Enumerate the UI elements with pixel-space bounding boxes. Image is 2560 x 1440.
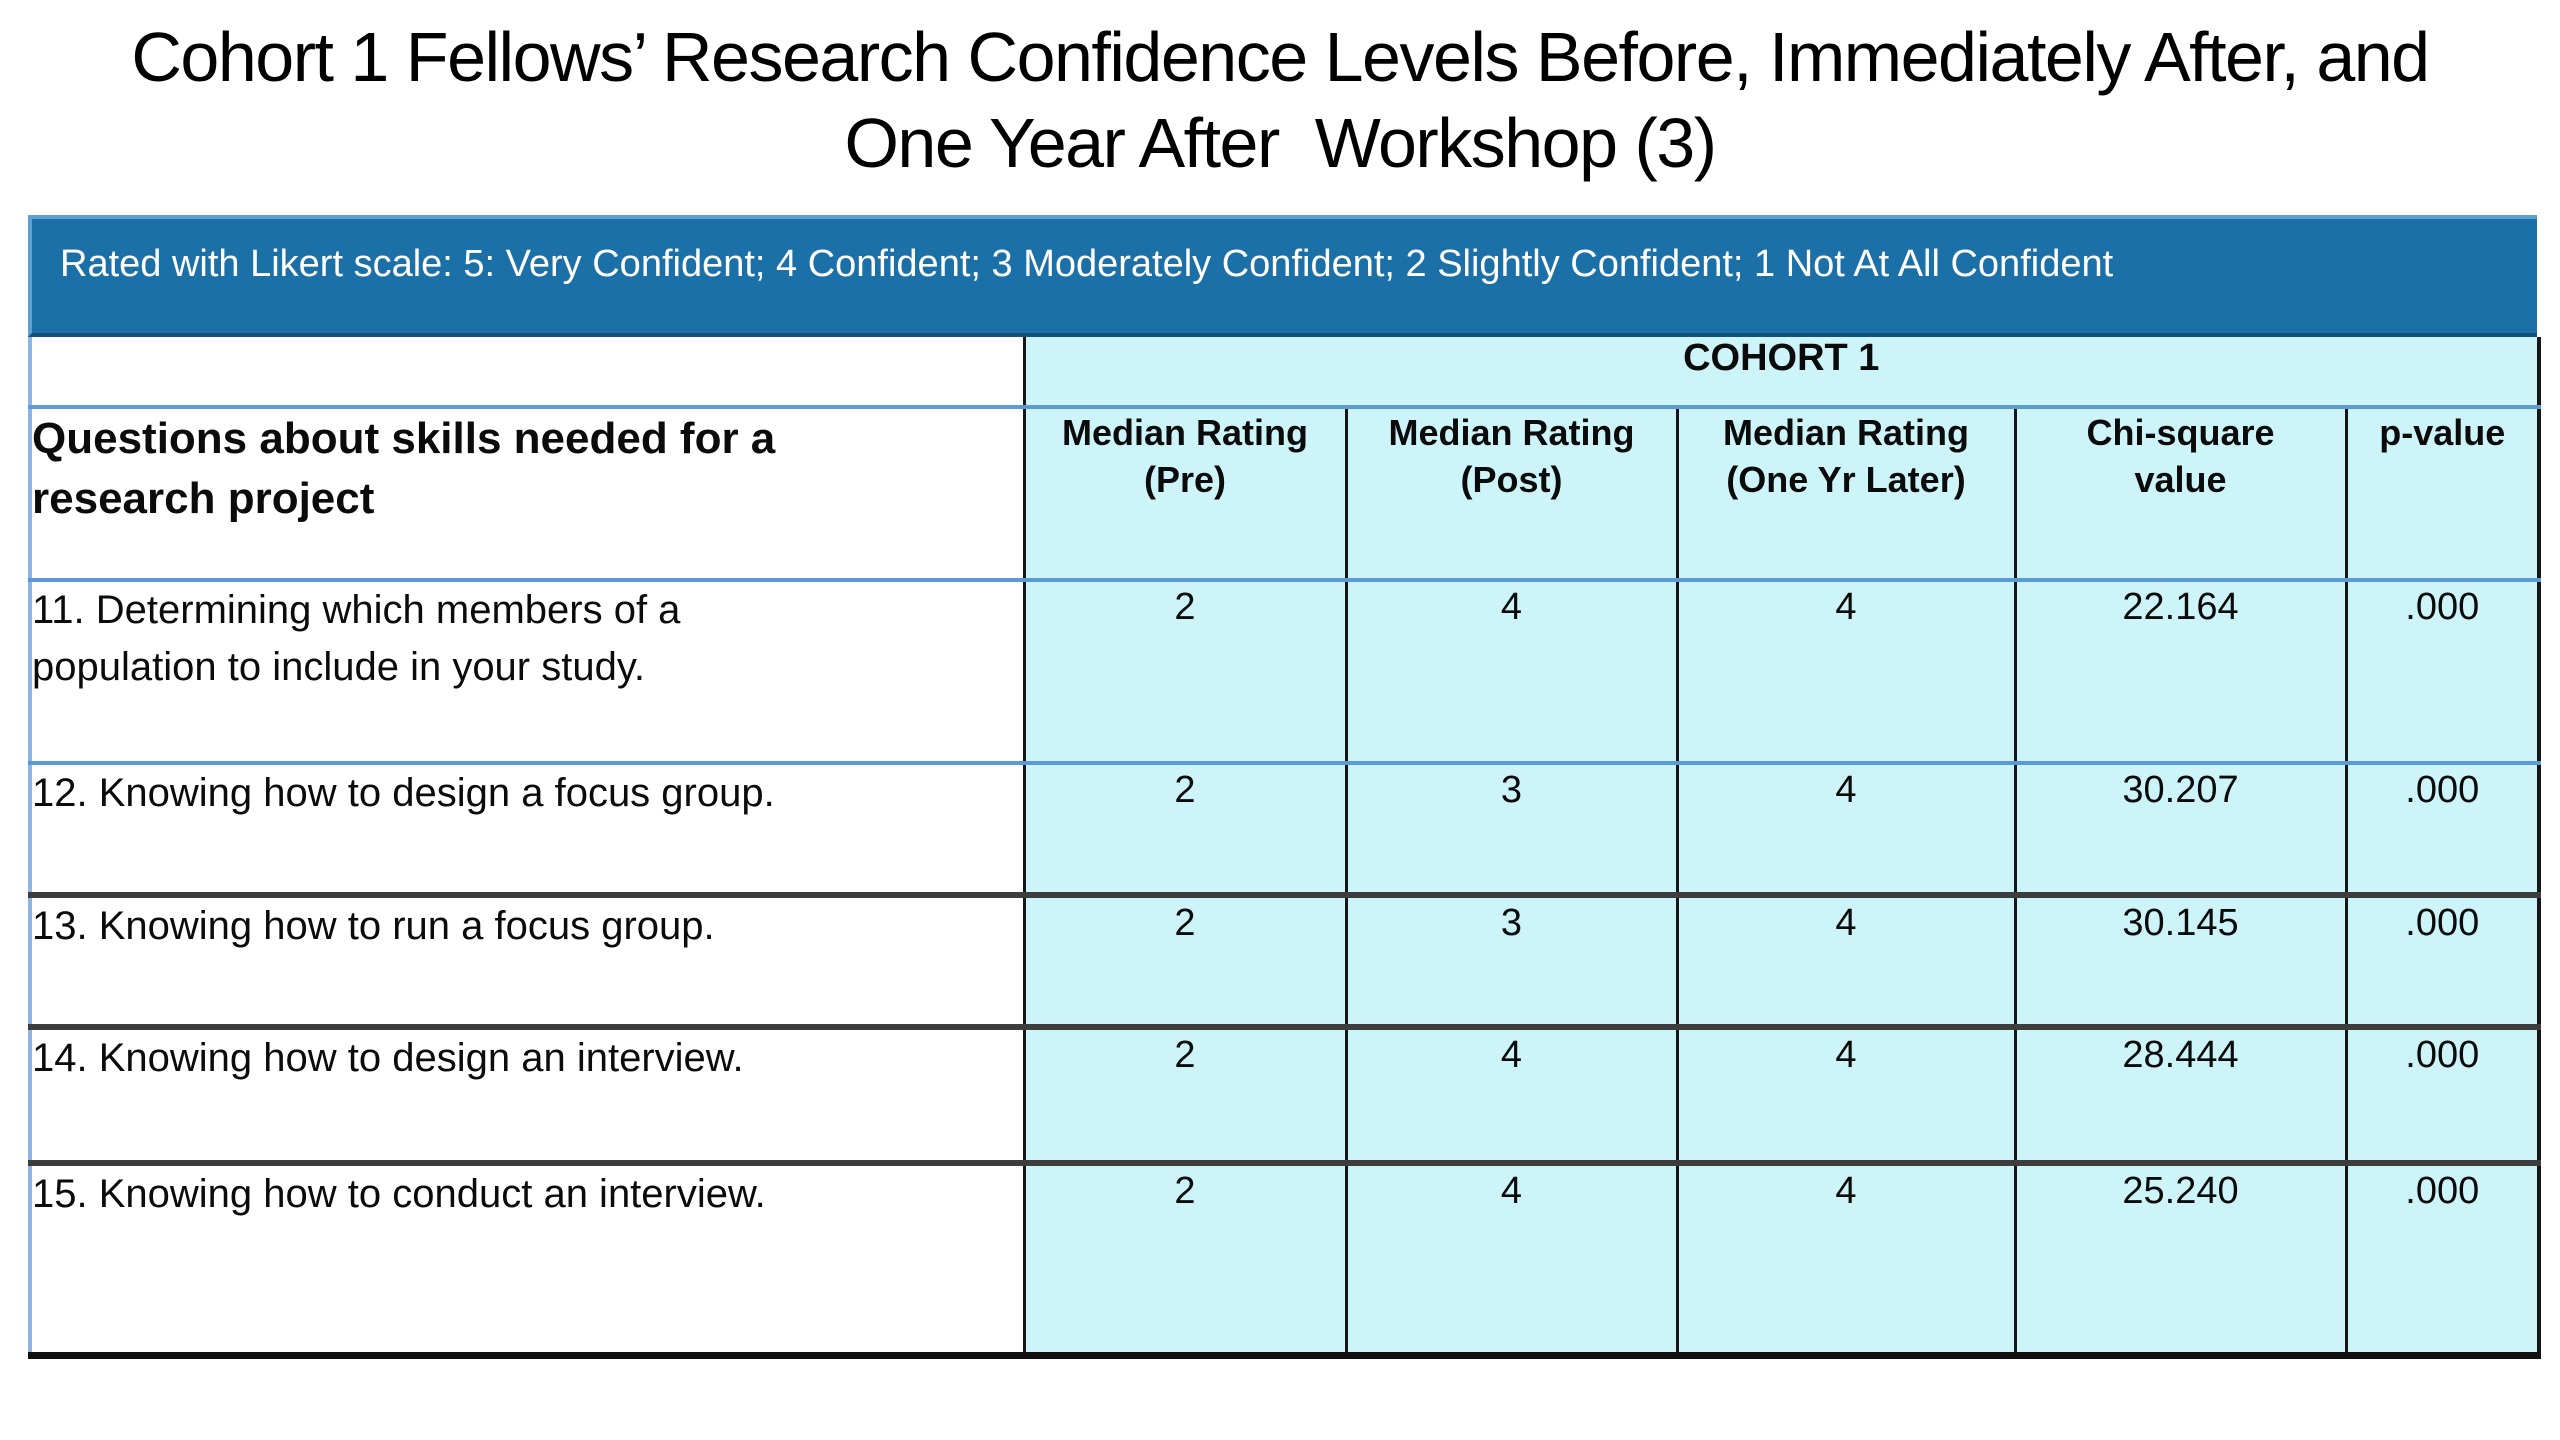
median-post-cell: 4 xyxy=(1344,1163,1679,1359)
question-cell: 14. Knowing how to design an interview. xyxy=(28,1027,1026,1166)
cohort-header-cell: COHORT 1 xyxy=(1022,337,2542,409)
median-post-cell: 3 xyxy=(1344,895,1679,1030)
likert-banner-text: Rated with Likert scale: 5: Very Confide… xyxy=(60,243,2114,285)
median-pre-cell: 2 xyxy=(1022,895,1348,1030)
likert-banner: Rated with Likert scale: 5: Very Confide… xyxy=(28,215,2537,337)
median-one-yr-cell: 4 xyxy=(1675,580,2017,765)
chi-square-cell: 30.207 xyxy=(2013,763,2348,898)
p-value-cell: .000 xyxy=(2344,1163,2542,1359)
table-row-14: 14. Knowing how to design an interview. … xyxy=(28,1027,2542,1166)
chi-square-cell: 30.145 xyxy=(2013,895,2348,1030)
question-cell: 12. Knowing how to design a focus group. xyxy=(28,763,1026,898)
median-post-cell: 4 xyxy=(1344,1027,1679,1166)
table-row-13: 13. Knowing how to run a focus group. 2 … xyxy=(28,895,2542,1030)
table-row-12: 12. Knowing how to design a focus group.… xyxy=(28,763,2542,898)
median-post-cell: 4 xyxy=(1344,580,1679,765)
question-cell: 11. Determining which members of a popul… xyxy=(28,580,1026,765)
question-header-cell: Questions about skills needed for a rese… xyxy=(28,407,1026,582)
p-value-cell: .000 xyxy=(2344,895,2542,1030)
table-row-11: 11. Determining which members of a popul… xyxy=(28,580,2542,765)
col-header-median-one-yr: Median Rating (One Yr Later) xyxy=(1675,407,2017,582)
chi-square-cell: 25.240 xyxy=(2013,1163,2348,1359)
corner-cell xyxy=(28,337,1026,409)
col-header-chi-square: Chi-square value xyxy=(2013,407,2348,582)
page-title: Cohort 1 Fellows’ Research Confidence Le… xyxy=(131,18,2430,182)
col-header-p-value: p-value xyxy=(2344,407,2542,582)
median-post-cell: 3 xyxy=(1344,763,1679,898)
median-one-yr-cell: 4 xyxy=(1675,1163,2017,1359)
median-one-yr-cell: 4 xyxy=(1675,763,2017,898)
col-header-median-pre: Median Rating (Pre) xyxy=(1022,407,1348,582)
median-one-yr-cell: 4 xyxy=(1675,895,2017,1030)
median-pre-cell: 2 xyxy=(1022,580,1348,765)
median-one-yr-cell: 4 xyxy=(1675,1027,2017,1166)
chi-square-cell: 28.444 xyxy=(2013,1027,2348,1166)
results-table: COHORT 1 Questions about skills needed f… xyxy=(28,337,2542,1359)
question-cell: 13. Knowing how to run a focus group. xyxy=(28,895,1026,1030)
table-row-15: 15. Knowing how to conduct an interview.… xyxy=(28,1163,2542,1359)
median-pre-cell: 2 xyxy=(1022,1027,1348,1166)
p-value-cell: .000 xyxy=(2344,1027,2542,1166)
median-pre-cell: 2 xyxy=(1022,1163,1348,1359)
median-pre-cell: 2 xyxy=(1022,763,1348,898)
cohort-header-row: COHORT 1 xyxy=(28,337,2542,409)
p-value-cell: .000 xyxy=(2344,763,2542,898)
question-cell: 15. Knowing how to conduct an interview. xyxy=(28,1163,1026,1359)
p-value-cell: .000 xyxy=(2344,580,2542,765)
chi-square-cell: 22.164 xyxy=(2013,580,2348,765)
col-header-median-post: Median Rating (Post) xyxy=(1344,407,1679,582)
column-header-row: Questions about skills needed for a rese… xyxy=(28,407,2542,582)
